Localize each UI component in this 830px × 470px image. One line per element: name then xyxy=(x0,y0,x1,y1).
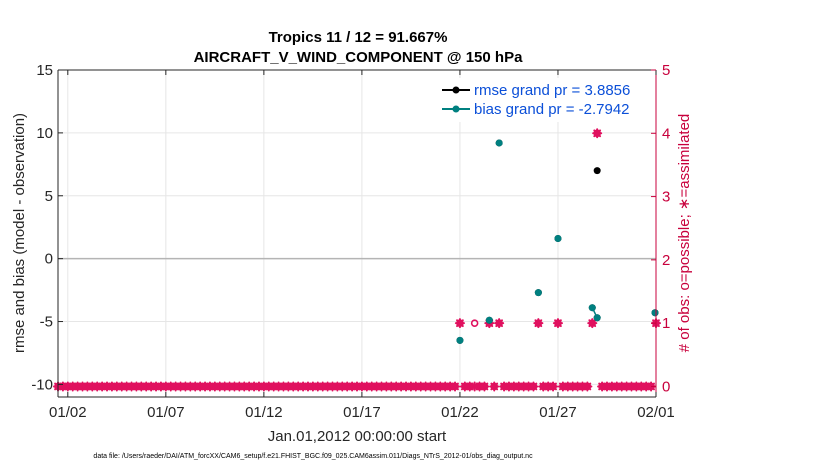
x-axis: 01/02 01/07 01/12 01/17 01/22 01/27 02/01 xyxy=(49,70,675,421)
bias-point xyxy=(495,139,503,147)
plot-area xyxy=(58,70,656,397)
right-y-axis-label: # of obs: o=possible; ∗=assimilated xyxy=(676,114,693,353)
obs-assimilated-marker xyxy=(450,381,461,392)
x-tick-label: 02/01 xyxy=(637,404,675,421)
obs-assimilated-marker xyxy=(592,128,603,139)
obs-assimilated-marker xyxy=(582,381,593,392)
x-tick-label: 01/07 xyxy=(147,404,185,421)
obs-assimilated-marker xyxy=(489,381,500,392)
data-file-footer: data file: /Users/raeder/DAI/ATM_forcXX/… xyxy=(93,453,533,460)
x-axis-label: Jan.01,2012 00:00:00 start xyxy=(268,428,447,445)
legend-background xyxy=(438,78,652,122)
bias-point xyxy=(554,235,562,243)
obs-possible-marker xyxy=(470,319,479,327)
right-y-tick-label: 0 xyxy=(662,378,670,395)
legend-rmse-marker xyxy=(452,86,460,94)
obs-assimilated-marker xyxy=(528,381,539,392)
left-y-tick-label: 10 xyxy=(36,125,53,142)
right-y-tick-label: 4 xyxy=(662,125,670,142)
bias-point xyxy=(456,336,464,344)
plot-frame xyxy=(57,69,657,398)
obs-assimilated-marker xyxy=(494,318,505,329)
right-y-tick-label: 1 xyxy=(662,315,670,332)
bias-point xyxy=(593,314,601,322)
legend-bias-label: bias grand pr = -2.7942 xyxy=(474,101,630,118)
series-markers xyxy=(456,139,659,344)
legend: rmse grand pr = 3.8856 bias grand pr = -… xyxy=(438,78,652,122)
legend-bias-marker xyxy=(452,105,460,113)
bias-point xyxy=(588,304,596,312)
right-y-tick-label: 2 xyxy=(662,252,670,269)
obs-assimilated-marker xyxy=(454,318,465,329)
legend-rmse-label: rmse grand pr = 3.8856 xyxy=(474,82,630,99)
left-y-tick-label: -10 xyxy=(31,376,53,393)
x-tick-label: 01/02 xyxy=(49,404,87,421)
right-y-axis: 5 4 3 2 1 0 xyxy=(651,62,670,395)
x-tick-label: 01/17 xyxy=(343,404,381,421)
x-tick-label: 01/22 xyxy=(441,404,479,421)
left-y-axis-label: rmse and bias (model - observation) xyxy=(11,113,28,353)
chart-title-line2: AIRCRAFT_V_WIND_COMPONENT @ 150 hPa xyxy=(194,49,524,66)
right-y-tick-label: 5 xyxy=(662,62,670,79)
x-tick-label: 01/12 xyxy=(245,404,283,421)
chart-title-line1: Tropics 11 / 12 = 91.667% xyxy=(269,29,448,46)
obs-assimilated-marker xyxy=(552,318,563,329)
rmse-point xyxy=(593,167,601,175)
bias-point xyxy=(485,316,493,324)
obs-assimilated-marker xyxy=(479,381,490,392)
left-y-tick-label: 5 xyxy=(45,188,53,205)
x-tick-label: 01/27 xyxy=(539,404,577,421)
bias-point xyxy=(534,289,542,297)
obs-assimilated-marker xyxy=(587,318,598,329)
left-y-axis: 15 10 5 0 -5 -10 xyxy=(31,62,63,393)
left-y-tick-label: 0 xyxy=(45,251,53,268)
left-y-tick-label: -5 xyxy=(40,314,53,331)
bias-point xyxy=(651,309,659,317)
obs-assimilated-marker xyxy=(533,318,544,329)
obs-count-markers xyxy=(53,128,661,392)
right-y-tick-label: 3 xyxy=(662,189,670,206)
obs-assimilated-marker xyxy=(548,381,559,392)
left-y-tick-label: 15 xyxy=(36,62,53,79)
